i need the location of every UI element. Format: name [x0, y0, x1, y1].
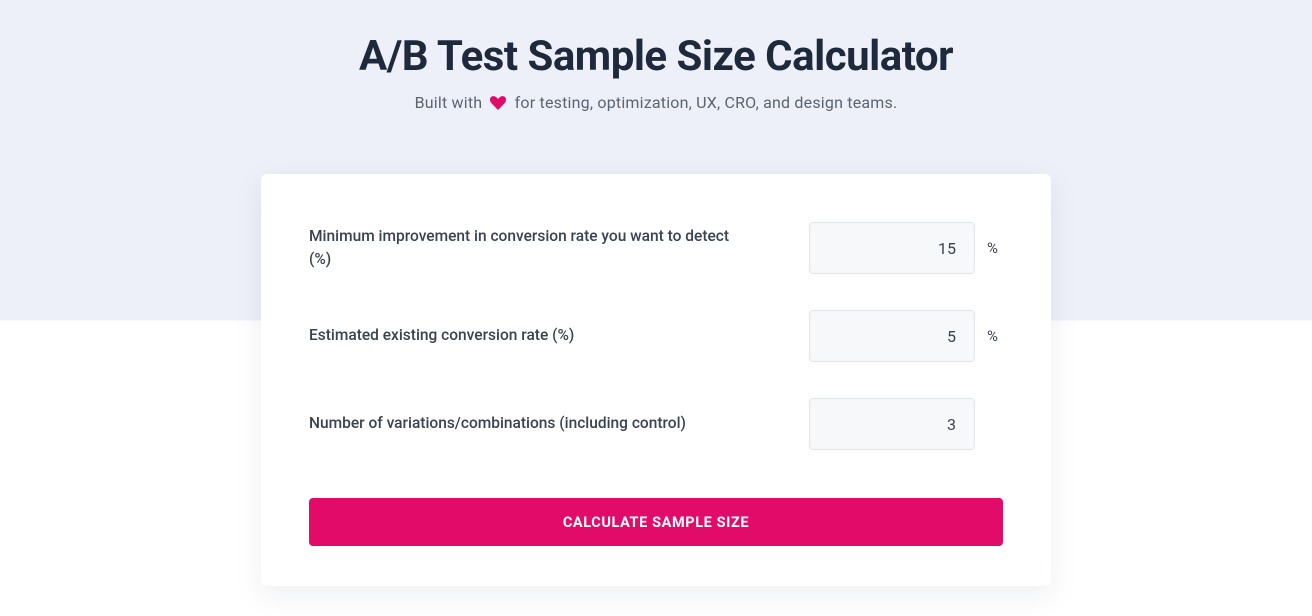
calculate-button[interactable]: CALCULATE SAMPLE SIZE: [309, 498, 1003, 546]
subtitle-prefix: Built with: [415, 93, 483, 112]
page-header: A/B Test Sample Size Calculator Built wi…: [0, 0, 1312, 114]
min-improvement-unit: %: [987, 239, 1003, 257]
form-row-min-improvement: Minimum improvement in conversion rate y…: [309, 222, 1003, 274]
min-improvement-input[interactable]: [809, 222, 975, 274]
page-subtitle: Built with for testing, optimization, UX…: [0, 93, 1312, 114]
calculator-card: Minimum improvement in conversion rate y…: [261, 174, 1051, 586]
form-row-existing-rate: Estimated existing conversion rate (%) %: [309, 310, 1003, 362]
min-improvement-label: Minimum improvement in conversion rate y…: [309, 225, 749, 272]
existing-rate-label: Estimated existing conversion rate (%): [309, 324, 574, 347]
form-row-variations: Number of variations/combinations (inclu…: [309, 398, 1003, 450]
existing-rate-unit: %: [987, 327, 1003, 345]
variations-input-group: [809, 398, 1003, 450]
page-title: A/B Test Sample Size Calculator: [0, 32, 1312, 81]
existing-rate-input-group: %: [809, 310, 1003, 362]
subtitle-suffix: for testing, optimization, UX, CRO, and …: [515, 93, 898, 112]
heart-icon: [490, 95, 506, 114]
variations-label: Number of variations/combinations (inclu…: [309, 412, 686, 435]
min-improvement-input-group: %: [809, 222, 1003, 274]
variations-input[interactable]: [809, 398, 975, 450]
existing-rate-input[interactable]: [809, 310, 975, 362]
